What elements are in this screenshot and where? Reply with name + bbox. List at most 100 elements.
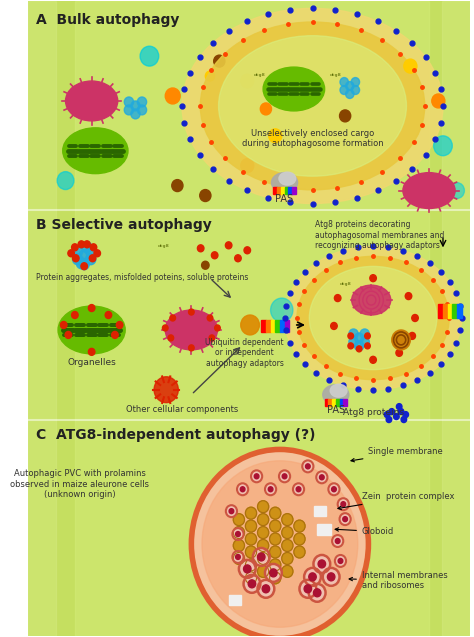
Circle shape: [90, 244, 97, 251]
Circle shape: [137, 97, 146, 107]
Circle shape: [356, 346, 362, 352]
Circle shape: [294, 546, 305, 558]
Ellipse shape: [182, 8, 443, 203]
Text: C  ATG8-independent autophagy (?): C ATG8-independent autophagy (?): [36, 427, 315, 441]
Bar: [28, 1, 56, 636]
Circle shape: [207, 315, 213, 321]
Circle shape: [205, 71, 215, 81]
Circle shape: [341, 502, 346, 506]
Ellipse shape: [323, 385, 349, 404]
Circle shape: [88, 304, 95, 311]
Bar: [275, 320, 280, 332]
Bar: [292, 187, 296, 194]
Circle shape: [337, 498, 349, 510]
Circle shape: [154, 376, 178, 403]
Circle shape: [304, 568, 321, 586]
Circle shape: [233, 527, 245, 538]
Text: Zein  protein complex: Zein protein complex: [338, 492, 455, 510]
Circle shape: [412, 315, 418, 322]
Circle shape: [240, 487, 245, 492]
Circle shape: [200, 190, 211, 201]
Text: Atg8 proteins: Atg8 proteins: [343, 408, 403, 417]
Text: ᵅᵗᵍ⁸: ᵅᵗᵍ⁸: [339, 281, 351, 290]
Circle shape: [432, 94, 445, 108]
Ellipse shape: [284, 247, 462, 390]
Circle shape: [282, 566, 293, 577]
Ellipse shape: [330, 384, 347, 397]
Bar: [271, 320, 275, 332]
Circle shape: [124, 105, 134, 115]
Circle shape: [339, 513, 351, 525]
Circle shape: [197, 245, 204, 252]
Circle shape: [241, 74, 254, 88]
Text: B Selective autophagy: B Selective autophagy: [36, 218, 211, 233]
Bar: [75, 1, 429, 636]
Circle shape: [88, 348, 95, 355]
Bar: [332, 399, 336, 406]
Ellipse shape: [310, 266, 437, 369]
Circle shape: [313, 555, 330, 573]
Circle shape: [81, 262, 87, 269]
Circle shape: [351, 85, 360, 94]
Text: ᵅᵗᵍ⁸: ᵅᵗᵍ⁸: [157, 243, 169, 252]
Bar: [314, 506, 327, 516]
Bar: [273, 187, 277, 194]
Circle shape: [332, 487, 336, 492]
Circle shape: [246, 533, 256, 545]
Text: Internal membranes
and ribosomes: Internal membranes and ribosomes: [349, 571, 447, 590]
Circle shape: [319, 475, 324, 480]
Ellipse shape: [165, 310, 218, 350]
Circle shape: [323, 568, 339, 586]
Circle shape: [257, 501, 269, 513]
Circle shape: [449, 183, 465, 199]
Text: Single membrane: Single membrane: [351, 447, 443, 462]
Circle shape: [335, 538, 340, 543]
Circle shape: [260, 103, 272, 115]
Bar: [317, 524, 331, 535]
Circle shape: [268, 487, 273, 492]
Circle shape: [370, 275, 376, 282]
Circle shape: [73, 254, 83, 265]
Circle shape: [89, 255, 96, 262]
Circle shape: [434, 136, 452, 155]
Ellipse shape: [403, 173, 455, 208]
Text: Globoid: Globoid: [335, 527, 394, 536]
Circle shape: [82, 242, 92, 253]
Bar: [261, 320, 266, 332]
Circle shape: [348, 343, 354, 349]
Circle shape: [355, 333, 364, 343]
Text: Protein aggregates, misfolded poteins, soluble proteins: Protein aggregates, misfolded poteins, s…: [36, 273, 248, 282]
Circle shape: [270, 507, 281, 519]
Circle shape: [257, 553, 265, 561]
Circle shape: [274, 180, 285, 192]
Circle shape: [78, 241, 85, 248]
Circle shape: [248, 580, 255, 588]
Circle shape: [282, 552, 293, 564]
Circle shape: [257, 566, 269, 577]
Circle shape: [313, 589, 321, 597]
Circle shape: [355, 341, 364, 351]
Text: Organelles: Organelles: [67, 358, 116, 367]
Circle shape: [262, 585, 270, 593]
Circle shape: [270, 520, 281, 532]
Circle shape: [246, 546, 256, 558]
Circle shape: [241, 315, 259, 335]
Circle shape: [351, 78, 360, 87]
Circle shape: [168, 335, 173, 341]
Circle shape: [244, 247, 251, 254]
Bar: [336, 399, 339, 406]
Circle shape: [65, 331, 72, 338]
Circle shape: [296, 487, 301, 492]
Circle shape: [236, 531, 240, 536]
Bar: [447, 304, 452, 318]
Circle shape: [265, 483, 276, 495]
Circle shape: [270, 546, 281, 558]
Circle shape: [360, 329, 369, 339]
Circle shape: [346, 90, 354, 99]
Circle shape: [302, 461, 313, 472]
Circle shape: [112, 331, 118, 338]
Circle shape: [257, 540, 269, 552]
Bar: [443, 304, 447, 318]
Circle shape: [209, 335, 215, 341]
Circle shape: [279, 470, 290, 482]
